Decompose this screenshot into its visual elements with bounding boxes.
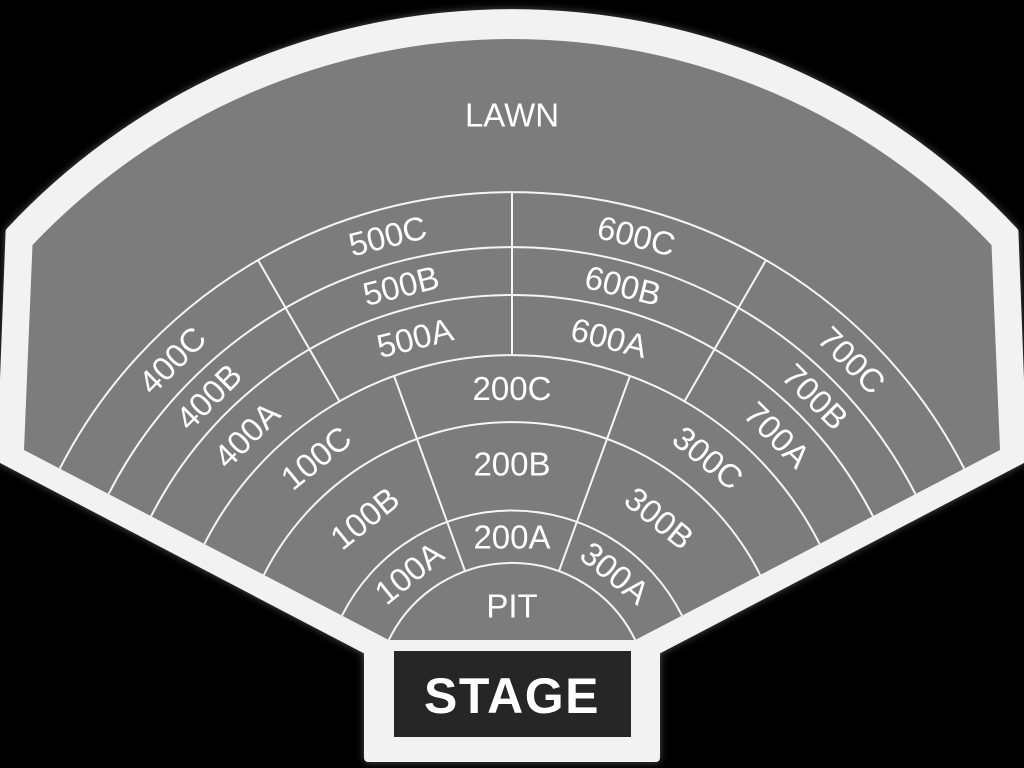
section-label-200a[interactable]: 200A <box>473 519 550 556</box>
divider-200-300 <box>557 375 631 572</box>
section-label-200b[interactable]: 200B <box>473 446 550 483</box>
lawn-label[interactable]: LAWN <box>465 97 559 134</box>
section-divider-lines <box>58 191 966 641</box>
row-a-b-arc-inner-ring <box>341 509 683 617</box>
pit-label[interactable]: PIT <box>486 588 537 625</box>
ring-boundary-arc <box>203 354 821 545</box>
stage-label: STAGE <box>424 668 600 724</box>
divider-400-500 <box>257 259 341 402</box>
row-b-c-arc-inner-ring <box>262 421 762 576</box>
divider-600-700 <box>683 259 767 402</box>
divider-100-200 <box>393 375 467 572</box>
stage-rect <box>394 651 631 737</box>
pit-boundary-arc <box>387 561 637 641</box>
section-label-200c[interactable]: 200C <box>473 370 552 407</box>
